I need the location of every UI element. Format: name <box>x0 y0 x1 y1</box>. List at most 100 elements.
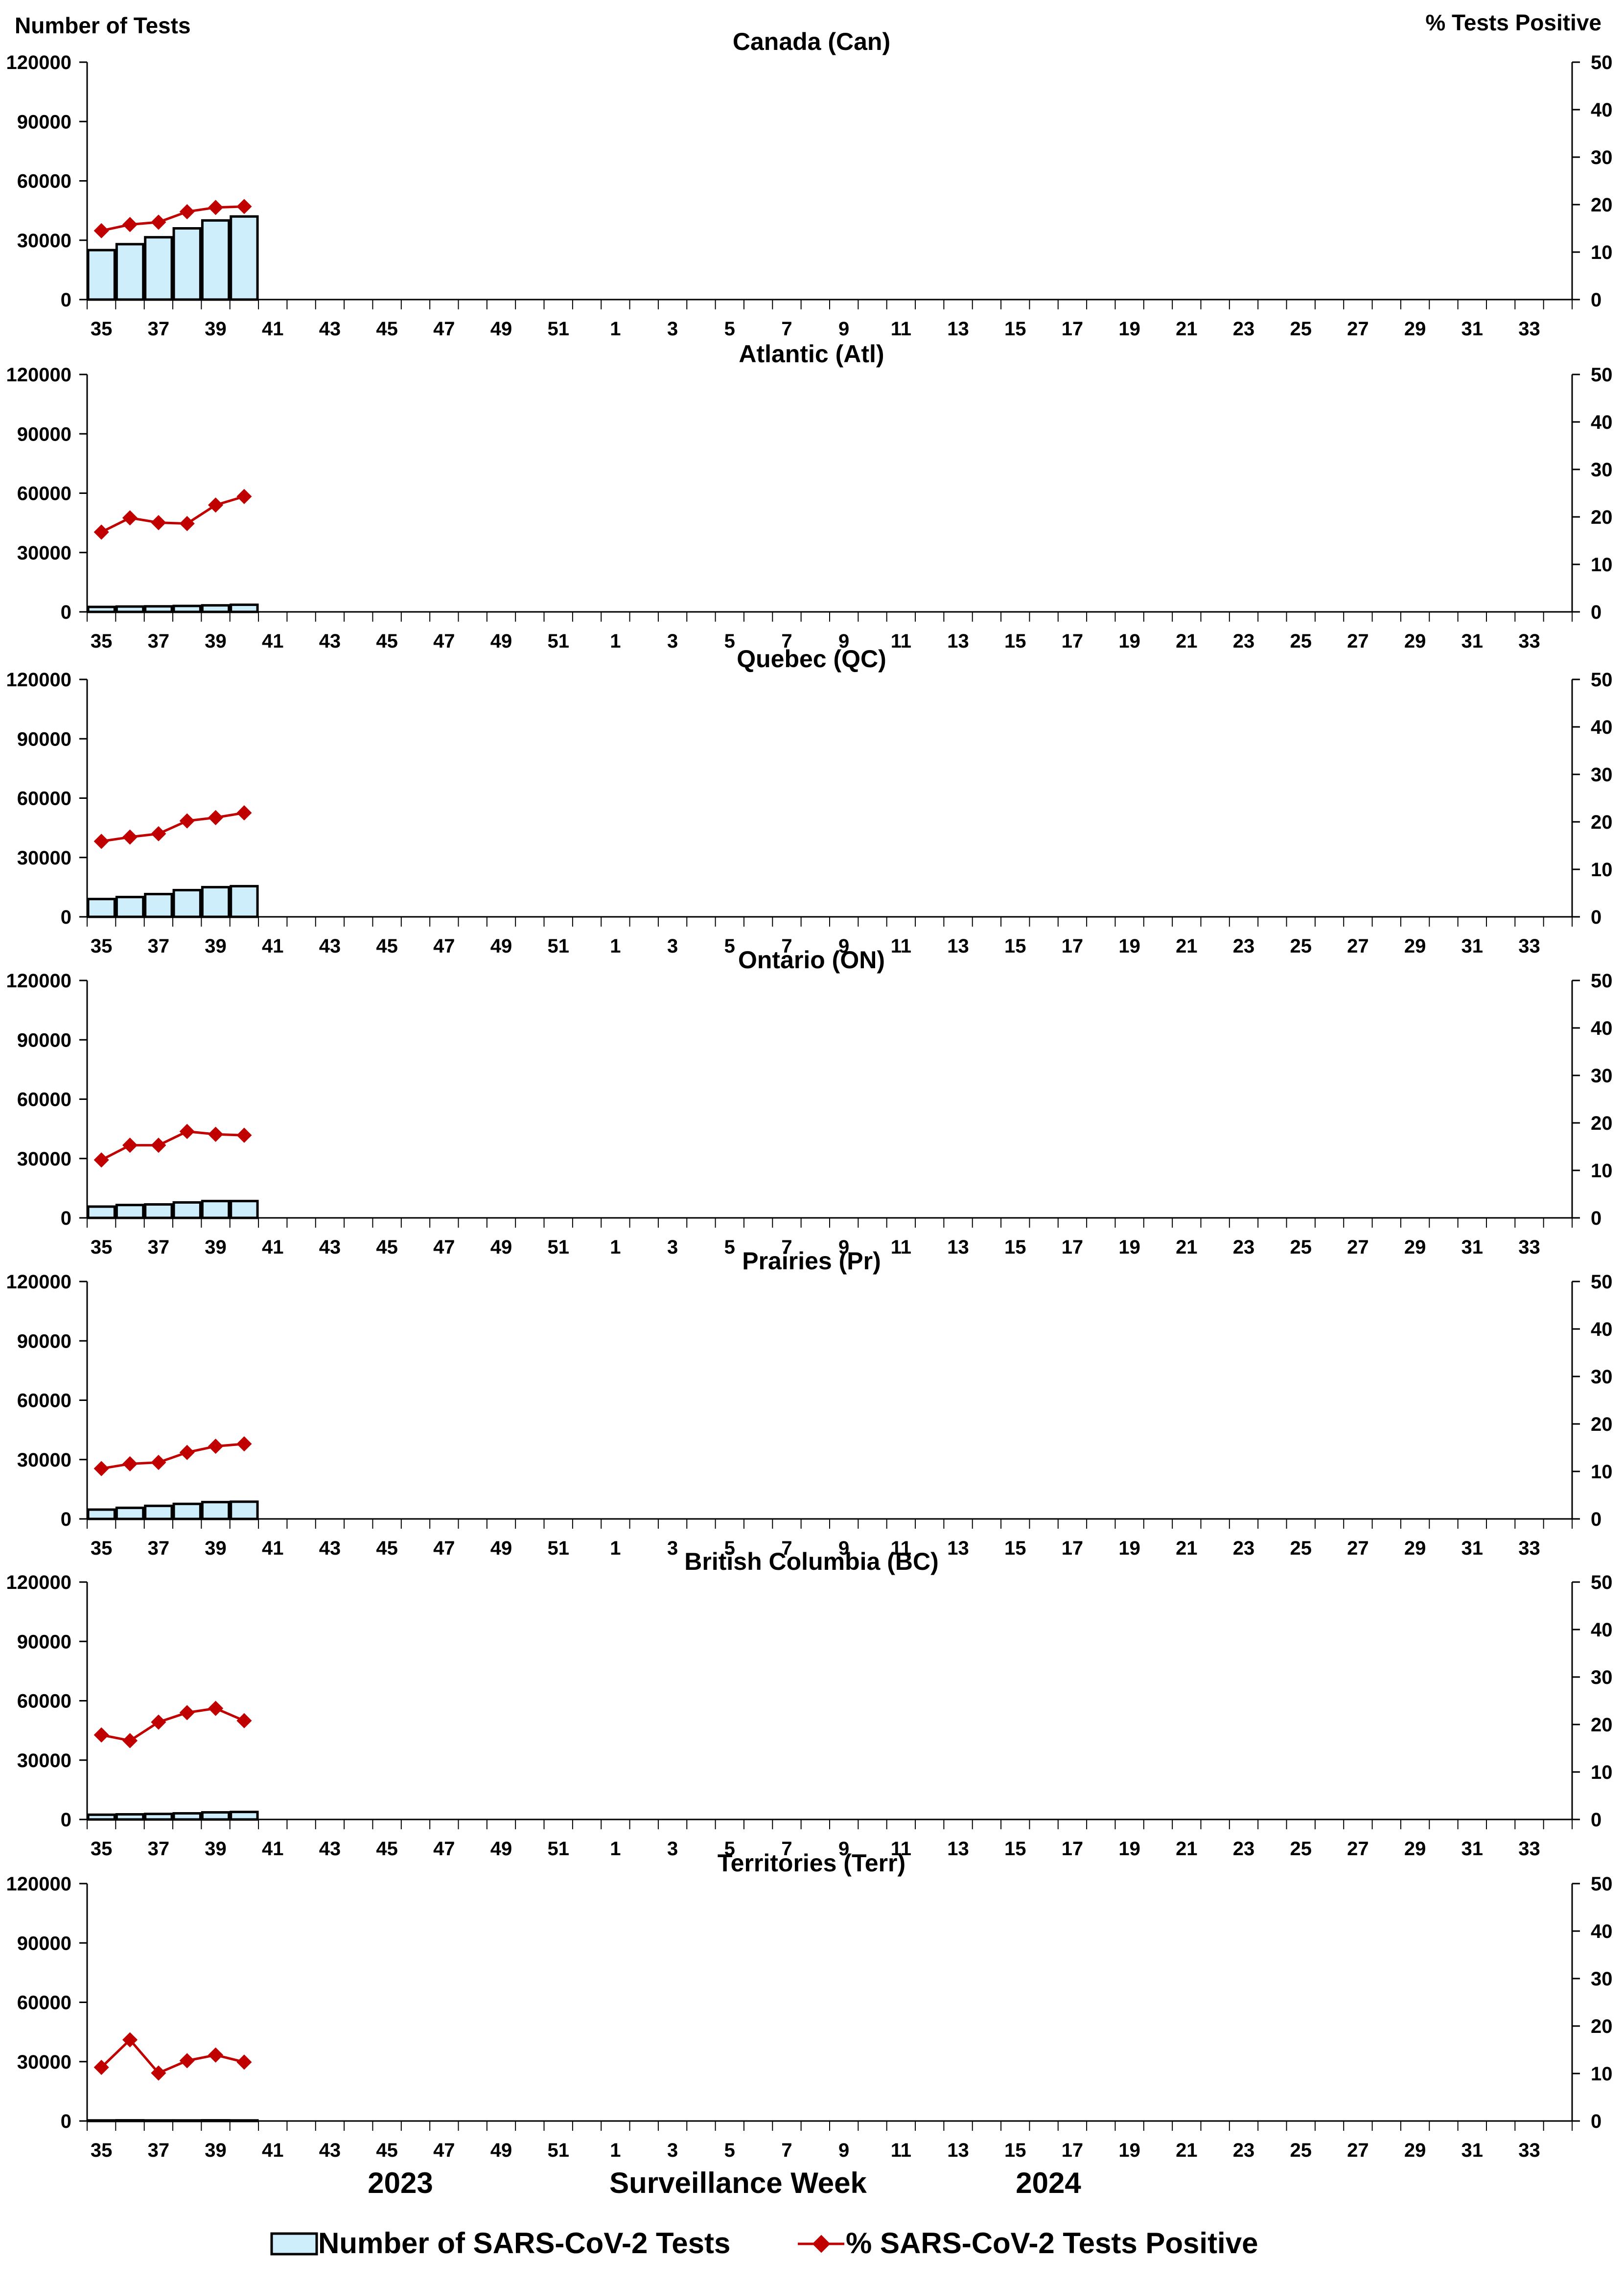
x-tick-label: 51 <box>547 1838 569 1860</box>
right-y-tick-label: 20 <box>1591 1414 1613 1435</box>
left-y-tick-label: 90000 <box>17 1933 71 1954</box>
x-tick-label: 1 <box>610 2140 621 2161</box>
left-y-tick-label: 90000 <box>17 423 71 445</box>
x-tick-label: 25 <box>1290 630 1312 652</box>
x-tick-label: 17 <box>1062 1538 1084 1559</box>
x-tick-label: 35 <box>91 2140 113 2161</box>
right-y-tick-label: 0 <box>1591 1208 1601 1229</box>
x-tick-label: 21 <box>1176 1538 1198 1559</box>
x-tick-label: 11 <box>891 630 911 652</box>
x-tick-label: 23 <box>1233 935 1255 957</box>
x-tick-label: 27 <box>1347 1538 1369 1559</box>
x-tick-label: 29 <box>1404 1838 1426 1860</box>
x-tick-label: 15 <box>1004 1838 1026 1860</box>
left-y-tick-label: 90000 <box>17 1029 71 1051</box>
bar-tests-week-40 <box>230 215 259 301</box>
x-tick-label: 31 <box>1462 1838 1484 1860</box>
x-tick-label: 27 <box>1347 1236 1369 1258</box>
x-tick-label: 47 <box>433 1236 455 1258</box>
x-tick-label: 9 <box>838 2140 849 2161</box>
bar-tests-week-39 <box>201 604 231 613</box>
point-percent-positive-week-40 <box>236 1436 252 1452</box>
left-y-tick-label: 60000 <box>17 788 71 810</box>
x-tick-label: 47 <box>433 1838 455 1860</box>
right-y-tick-label: 30 <box>1591 764 1613 786</box>
panel-title: Ontario (ON) <box>738 946 885 974</box>
panel-0: Canada (Can) 0 30000 60000 90000 120000 0 10 20 3… <box>6 28 1613 340</box>
bar-tests-week-40 <box>230 1500 259 1520</box>
x-tick-label: 19 <box>1118 1236 1140 1258</box>
point-percent-positive-week-40 <box>236 1127 252 1143</box>
panel-title: Atlantic (Atl) <box>739 340 884 368</box>
x-tick-label: 37 <box>148 2140 170 2161</box>
right-y-tick-label: 30 <box>1591 1366 1613 1388</box>
x-tick-label: 21 <box>1176 1838 1198 1860</box>
left-y-tick-label: 120000 <box>6 1271 71 1293</box>
bar-tests-week-36 <box>115 896 145 918</box>
right-y-tick-label: 30 <box>1591 1065 1613 1087</box>
right-y-tick-label: 30 <box>1591 459 1613 481</box>
x-tick-label: 41 <box>262 935 284 957</box>
point-percent-positive-week-38 <box>179 813 195 829</box>
left-y-tick-label: 30000 <box>17 2051 71 2073</box>
x-tick-label: 23 <box>1233 318 1255 340</box>
left-y-tick-label: 0 <box>61 1809 71 1831</box>
year-label-2023: 2023 <box>368 2167 433 2199</box>
bar-tests-week-39 <box>201 1811 231 1821</box>
panel-4: Prairies (Pr) 0 30000 60000 90000 120000 0 10 20… <box>6 1247 1613 1559</box>
right-y-tick-label: 50 <box>1591 970 1613 992</box>
point-percent-positive-week-38 <box>179 1123 195 1140</box>
x-tick-label: 35 <box>91 935 113 957</box>
x-tick-label: 45 <box>376 630 398 652</box>
x-tick-label: 13 <box>947 1838 969 1860</box>
x-tick-label: 15 <box>1004 1538 1026 1559</box>
right-y-tick-label: 50 <box>1591 669 1613 691</box>
x-tick-label: 29 <box>1404 630 1426 652</box>
x-tick-label: 23 <box>1233 630 1255 652</box>
right-y-tick-label: 20 <box>1591 194 1613 216</box>
x-tick-label: 37 <box>148 1236 170 1258</box>
left-y-tick-label: 0 <box>61 907 71 928</box>
bar-tests-week-37 <box>144 236 173 301</box>
x-tick-label: 33 <box>1518 1838 1540 1860</box>
right-y-tick-label: 10 <box>1591 1762 1613 1783</box>
point-percent-positive-week-40 <box>236 1713 252 1728</box>
left-y-tick-label: 120000 <box>6 1572 71 1593</box>
x-tick-label: 17 <box>1062 318 1084 340</box>
x-tick-label: 45 <box>376 1236 398 1258</box>
left-y-tick-label: 60000 <box>17 1691 71 1712</box>
x-tick-label: 5 <box>724 2140 735 2161</box>
x-tick-label: 5 <box>724 1538 735 1559</box>
x-tick-label: 13 <box>947 1538 969 1559</box>
x-tick-label: 37 <box>148 1838 170 1860</box>
x-tick-label: 17 <box>1062 2140 1084 2161</box>
x-tick-label: 33 <box>1518 1236 1540 1258</box>
x-tick-label: 5 <box>724 630 735 652</box>
point-percent-positive-week-36 <box>122 1138 138 1153</box>
x-tick-label: 39 <box>205 935 227 957</box>
bar-tests-week-35 <box>87 249 116 301</box>
x-tick-label: 5 <box>724 1838 735 1860</box>
right-y-tick-label: 10 <box>1591 1160 1613 1182</box>
point-percent-positive-week-37 <box>151 1714 166 1730</box>
x-tick-label: 43 <box>319 630 341 652</box>
x-tick-label: 45 <box>376 318 398 340</box>
x-tick-label: 13 <box>947 318 969 340</box>
bar-tests-week-37 <box>144 605 173 613</box>
right-y-tick-label: 0 <box>1591 289 1601 311</box>
left-y-tick-label: 90000 <box>17 1330 71 1352</box>
x-tick-label: 27 <box>1347 318 1369 340</box>
point-percent-positive-week-37 <box>151 1455 166 1470</box>
left-y-tick-label: 90000 <box>17 111 71 133</box>
point-percent-positive-week-38 <box>179 516 195 532</box>
right-y-tick-label: 40 <box>1591 1619 1613 1641</box>
x-tick-label: 47 <box>433 935 455 957</box>
x-tick-label: 31 <box>1462 2140 1484 2161</box>
x-tick-label: 27 <box>1347 2140 1369 2161</box>
x-tick-label: 45 <box>376 1838 398 1860</box>
chart-panels: Canada (Can)0300006000090000120000010203… <box>6 28 1613 2161</box>
point-percent-positive-week-38 <box>179 204 195 220</box>
point-percent-positive-week-38 <box>179 1705 195 1721</box>
left-y-tick-label: 90000 <box>17 1631 71 1653</box>
x-tick-label: 9 <box>838 935 849 957</box>
